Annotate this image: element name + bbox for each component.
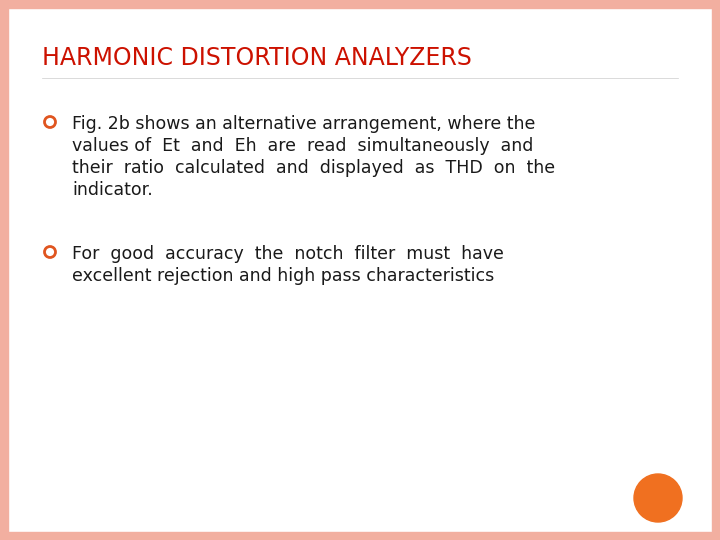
Text: For  good  accuracy  the  notch  filter  must  have: For good accuracy the notch filter must … (72, 245, 504, 263)
Bar (0, 0, 8, 540)
Text: values of  Et  and  Eh  are  read  simultaneously  and: values of Et and Eh are read simultaneou… (72, 137, 534, 155)
Text: their  ratio  calculated  and  displayed  as  THD  on  the: their ratio calculated and displayed as … (72, 159, 555, 177)
Circle shape (634, 474, 682, 522)
Text: excellent rejection and high pass characteristics: excellent rejection and high pass charac… (72, 267, 494, 285)
Text: indicator.: indicator. (72, 181, 153, 199)
Bar (0, 0, 720, 8)
Bar (712, 0, 720, 540)
Bar (0, 532, 720, 540)
Text: Fig. 2b shows an alternative arrangement, where the: Fig. 2b shows an alternative arrangement… (72, 115, 536, 133)
Text: HARMONIC DISTORTION ANALYZERS: HARMONIC DISTORTION ANALYZERS (42, 46, 472, 70)
